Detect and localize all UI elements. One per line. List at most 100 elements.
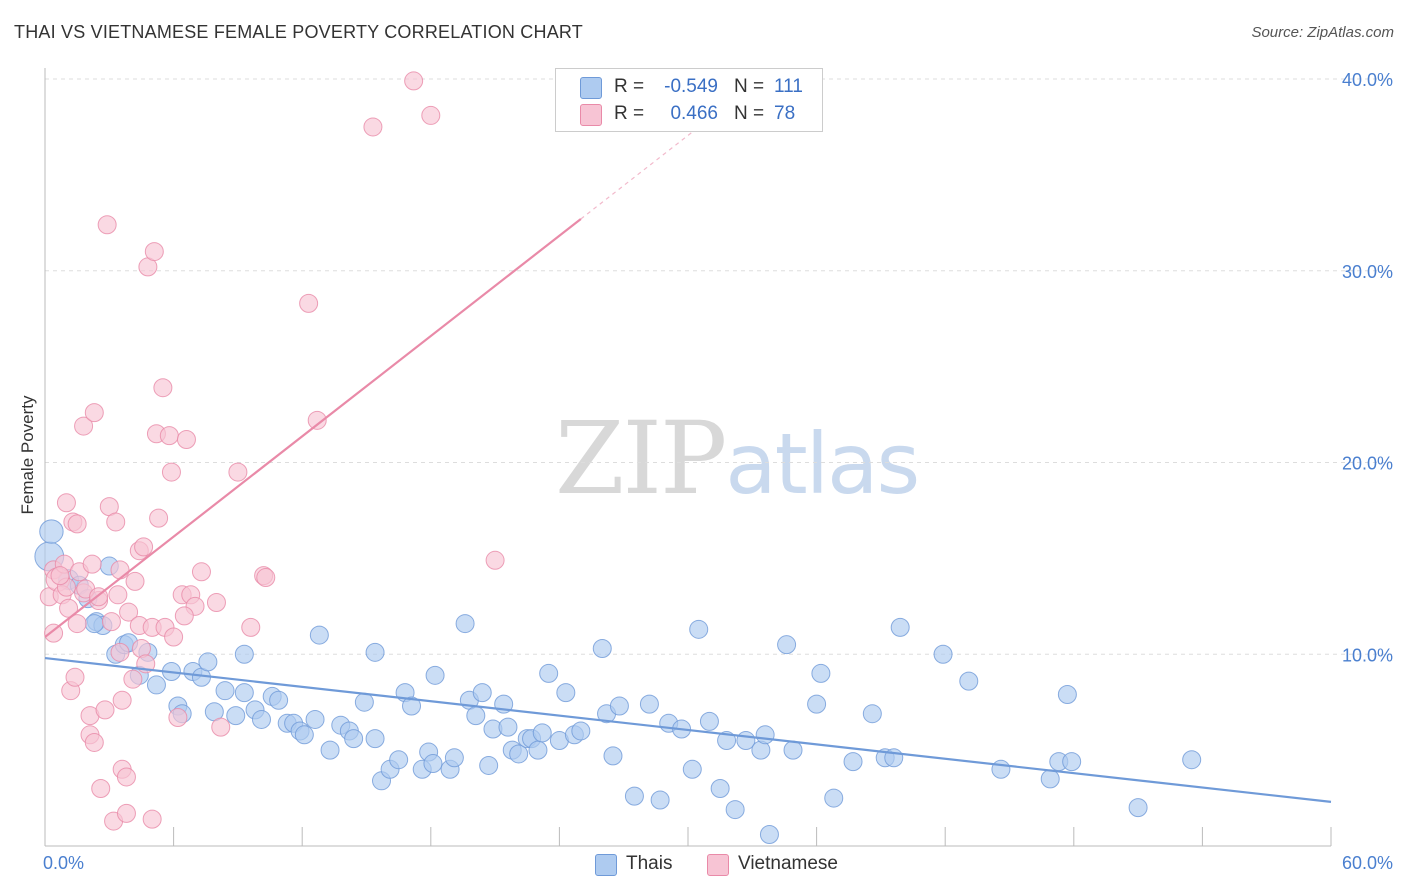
data-point-thais [466, 706, 486, 726]
data-point-vietnamese [363, 117, 383, 137]
data-point-vietnamese [144, 242, 164, 262]
points-layer [34, 71, 1202, 844]
data-point-thais [354, 692, 374, 712]
data-point-vietnamese [421, 105, 441, 125]
legend-r-value: 0.466 [670, 103, 718, 124]
trendline-vietnamese [44, 218, 582, 638]
data-point-thais [269, 690, 289, 710]
data-point-vietnamese [299, 293, 319, 313]
data-point-thais [309, 625, 329, 645]
data-point-thais [689, 619, 709, 639]
data-point-thais [365, 729, 385, 749]
source-credit: Source: ZipAtlas.com [1251, 24, 1394, 41]
data-point-vietnamese [108, 585, 128, 605]
data-point-vietnamese [74, 416, 94, 436]
data-point-thais [1062, 752, 1082, 772]
data-point-vietnamese [67, 614, 87, 634]
data-point-thais [824, 788, 844, 808]
data-point-thais [215, 681, 235, 701]
legend-n-value: 78 [774, 103, 796, 124]
data-point-thais [472, 683, 492, 703]
data-point-thais [933, 644, 953, 664]
data-point-vietnamese [110, 560, 130, 580]
data-point-thais [402, 696, 422, 716]
legend-label-vietnamese: Vietnamese [738, 853, 838, 874]
data-point-vietnamese [125, 571, 145, 591]
trendline-thais [44, 656, 1332, 803]
data-point-vietnamese [67, 514, 87, 534]
data-point-vietnamese [116, 767, 136, 787]
data-point-thais [444, 748, 464, 768]
grid-layer [45, 78, 1392, 655]
data-point-vietnamese [174, 606, 194, 626]
data-point-vietnamese [110, 642, 130, 662]
data-point-vietnamese [142, 809, 162, 829]
legend-n-value: 111 [774, 76, 803, 97]
data-point-vietnamese [101, 612, 121, 632]
data-point-vietnamese [153, 378, 173, 398]
data-point-vietnamese [134, 537, 154, 557]
data-point-vietnamese [50, 566, 70, 586]
data-point-thais [226, 706, 246, 726]
legend-r-value: -0.549 [664, 76, 718, 97]
data-point-thais [959, 671, 979, 691]
x-tick-label: 60.0% [1342, 853, 1393, 873]
data-point-vietnamese [44, 623, 64, 643]
data-point-thais [571, 721, 591, 741]
data-point-thais [146, 675, 166, 695]
data-point-thais [498, 717, 518, 737]
legend-label-thais: Thais [626, 853, 673, 874]
chart-title: THAI VS VIETNAMESE FEMALE POVERTY CORREL… [14, 22, 583, 42]
data-point-thais [251, 709, 271, 729]
data-point-vietnamese [56, 493, 76, 513]
data-point-vietnamese [149, 508, 169, 528]
legend-swatch-thais [580, 77, 602, 99]
data-point-thais [755, 725, 775, 745]
data-point-thais [624, 786, 644, 806]
data-point-vietnamese [91, 778, 111, 798]
data-point-thais [609, 696, 629, 716]
tick-labels: 10.0% 20.0% 30.0% 40.0% 0.0% 60.0% [43, 70, 1393, 873]
data-point-vietnamese [119, 602, 139, 622]
data-point-thais [717, 731, 737, 751]
data-point-thais [1057, 685, 1077, 705]
legend-swatch-vietnamese [580, 104, 602, 126]
data-point-vietnamese [404, 71, 424, 91]
data-point-thais [234, 683, 254, 703]
data-point-vietnamese [65, 667, 85, 687]
data-point-thais [528, 740, 548, 760]
y-tick-label: 20.0% [1342, 454, 1393, 474]
data-point-vietnamese [211, 717, 231, 737]
data-point-thais [725, 800, 745, 820]
data-point-thais [759, 824, 779, 844]
legend-r-label: R = [614, 103, 645, 124]
data-point-thais [843, 752, 863, 772]
data-point-vietnamese [256, 568, 276, 588]
legend-n-label: N = [734, 103, 765, 124]
data-point-vietnamese [112, 690, 132, 710]
legend-r-label: R = [614, 76, 645, 97]
data-point-thais [890, 617, 910, 637]
legend-swatch-thais [595, 854, 617, 876]
axis-layer [44, 68, 1332, 847]
legend-row-thais: R = -0.549 N = 111 [556, 74, 822, 100]
data-point-vietnamese [82, 554, 102, 574]
data-point-thais [811, 663, 831, 683]
y-tick-label: 40.0% [1342, 70, 1393, 90]
data-point-vietnamese [123, 669, 143, 689]
data-point-thais [425, 665, 445, 685]
y-tick-label: 30.0% [1342, 262, 1393, 282]
data-point-thais [1182, 750, 1202, 770]
data-point-vietnamese [95, 700, 115, 720]
data-point-vietnamese [168, 708, 188, 728]
correlation-legend: R = -0.549 N = 111 R = 0.466 N = 78 [555, 68, 823, 132]
data-point-thais [344, 729, 364, 749]
data-point-thais [509, 744, 529, 764]
data-point-thais [455, 614, 475, 634]
data-point-thais [603, 746, 623, 766]
data-point-thais [84, 614, 104, 634]
x-tick-label: 0.0% [43, 853, 84, 873]
data-point-thais [389, 750, 409, 770]
data-point-vietnamese [241, 617, 261, 637]
